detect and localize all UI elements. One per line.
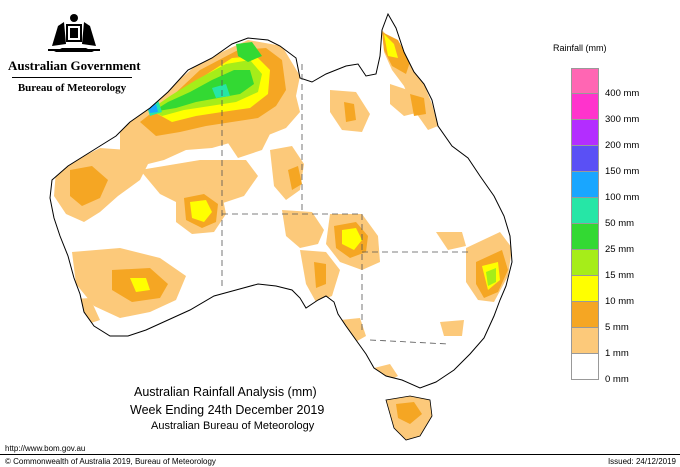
footer-issued: Issued: 24/12/2019 <box>607 457 676 466</box>
rain-25mm-areas <box>152 42 262 112</box>
legend <box>571 68 599 380</box>
legend-swatch <box>571 94 599 120</box>
legend-label: 5 mm <box>605 322 629 333</box>
legend-label: 150 mm <box>605 166 640 177</box>
gov-title: Australian Government <box>8 58 141 73</box>
footer-url[interactable]: http://www.bom.gov.au <box>5 444 86 453</box>
legend-swatch <box>571 172 599 198</box>
legend-label: 1 mm <box>605 348 629 359</box>
legend-swatch <box>571 354 599 380</box>
legend-swatch <box>571 250 599 276</box>
logo-divider <box>12 77 132 78</box>
legend-swatch <box>571 328 599 354</box>
legend-swatch <box>571 224 599 250</box>
legend-title: Rainfall (mm) <box>553 43 607 53</box>
legend-label: 200 mm <box>605 140 640 151</box>
legend-swatch <box>571 146 599 172</box>
legend-swatch <box>571 68 599 94</box>
legend-swatch <box>571 198 599 224</box>
agency-name: Bureau of Meteorology <box>17 82 127 94</box>
legend-label: 100 mm <box>605 192 640 203</box>
legend-label: 10 mm <box>605 296 635 307</box>
legend-label: 15 mm <box>605 270 635 281</box>
legend-label: 50 mm <box>605 218 635 229</box>
legend-label: 300 mm <box>605 114 640 125</box>
coat-of-arms-icon <box>48 14 100 52</box>
legend-label: 0 mm <box>605 374 629 385</box>
gov-logo: Australian Government Bureau of Meteorol… <box>8 6 141 98</box>
legend-label: 400 mm <box>605 88 640 99</box>
footer-copyright: © Commonwealth of Australia 2019, Bureau… <box>5 457 216 466</box>
legend-swatch <box>571 120 599 146</box>
footer-divider <box>0 454 680 455</box>
legend-swatch <box>571 276 599 302</box>
state-borders <box>221 60 470 345</box>
map-subtitle: Week Ending 24th December 2019 <box>130 403 325 417</box>
legend-swatch <box>571 302 599 328</box>
map-title: Australian Rainfall Analysis (mm) <box>134 385 317 399</box>
map-credit: Australian Bureau of Meteorology <box>151 420 315 432</box>
legend-label: 25 mm <box>605 244 635 255</box>
